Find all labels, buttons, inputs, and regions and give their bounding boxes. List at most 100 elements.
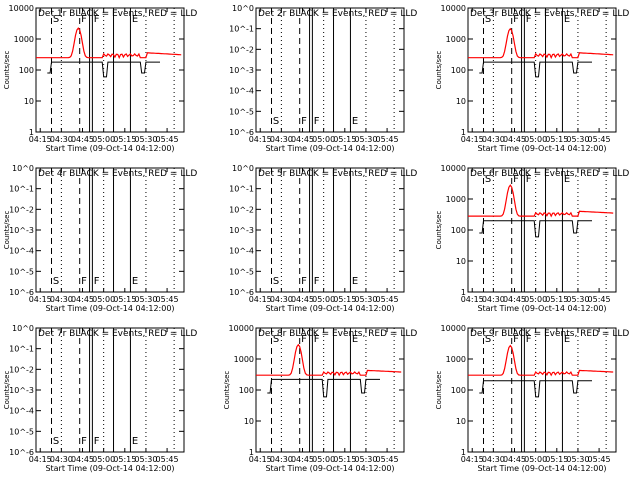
x-axis-label: Start Time (09-Oct-14 04:12:00)	[45, 304, 174, 313]
lld-series-line	[468, 344, 614, 377]
marker-label: E	[132, 14, 138, 25]
x-tick-label: 04:15	[249, 135, 272, 144]
y-tick-label: 10^-1	[229, 25, 254, 34]
panel-title: Det 8r BLACK = Events, RED = LLD	[258, 329, 417, 339]
marker-label: S	[485, 14, 491, 25]
marker-label: F	[513, 334, 519, 345]
x-tick-label: 05:30	[566, 455, 589, 464]
y-tick-label: 10^-6	[229, 128, 254, 137]
panel-title: Det 6r BLACK = Events, RED = LLD	[470, 169, 629, 179]
y-axis-label: Counts/sec	[3, 371, 11, 410]
plot-frame	[467, 167, 617, 293]
y-tick-label: 1000	[234, 355, 254, 364]
x-tick-label: 05:00	[92, 455, 115, 464]
x-tick-label: 04:45	[71, 295, 94, 304]
y-tick-label: 10^-5	[9, 267, 34, 276]
y-tick-label: 100	[451, 226, 466, 235]
x-tick-label: 04:45	[503, 455, 526, 464]
y-tick-label: 10	[244, 417, 254, 426]
x-axis-label: Start Time (09-Oct-14 04:12:00)	[265, 304, 394, 313]
x-tick-label: 05:45	[376, 455, 399, 464]
x-tick-label: 04:30	[270, 295, 293, 304]
x-tick-label: 05:45	[156, 135, 179, 144]
x-tick-label: 04:45	[71, 135, 94, 144]
x-tick-label: 05:00	[92, 135, 115, 144]
y-tick-label: 10^0	[232, 164, 254, 173]
y-tick-label: 10	[456, 257, 466, 266]
y-tick-label: 1000	[14, 35, 34, 44]
x-axis-label: Start Time (09-Oct-14 04:12:00)	[45, 464, 174, 473]
y-axis-label: Counts/sec	[3, 51, 11, 90]
marker-label: F	[81, 276, 87, 287]
marker-label: S	[53, 14, 59, 25]
y-tick-label: 10^-3	[9, 386, 34, 395]
x-tick-label: 04:30	[482, 455, 505, 464]
x-tick-label: 05:15	[113, 135, 136, 144]
y-tick-label: 10^-2	[9, 205, 34, 214]
plot-frame	[35, 167, 185, 293]
x-tick-label: 05:00	[312, 295, 335, 304]
y-tick-label: 10^-5	[229, 267, 254, 276]
y-tick-label: 10000	[441, 4, 466, 13]
panel-title: Det 7r BLACK = Events, RED = LLD	[38, 329, 197, 339]
x-tick-label: 05:15	[113, 295, 136, 304]
y-tick-label: 1	[461, 448, 466, 457]
x-tick-label: 05:30	[354, 295, 377, 304]
marker-label: F	[526, 174, 532, 185]
x-tick-label: 05:00	[524, 135, 547, 144]
y-tick-label: 10^0	[232, 4, 254, 13]
x-tick-label: 05:15	[333, 455, 356, 464]
x-tick-label: 05:30	[354, 135, 377, 144]
x-axis-label: Start Time (09-Oct-14 04:12:00)	[265, 144, 394, 153]
x-tick-label: 04:45	[291, 135, 314, 144]
y-tick-label: 10^-3	[229, 226, 254, 235]
x-tick-label: 04:45	[291, 455, 314, 464]
marker-label: F	[81, 14, 87, 25]
x-tick-label: 04:15	[461, 455, 484, 464]
x-tick-label: 05:00	[524, 455, 547, 464]
y-tick-label: 1000	[446, 35, 466, 44]
x-tick-label: 05:00	[312, 135, 335, 144]
y-tick-label: 10^-5	[9, 427, 34, 436]
y-tick-label: 10^-6	[9, 288, 34, 297]
x-tick-label: 04:30	[270, 455, 293, 464]
x-tick-label: 04:30	[482, 295, 505, 304]
x-tick-label: 05:30	[134, 295, 157, 304]
x-tick-label: 05:15	[113, 455, 136, 464]
x-tick-label: 04:30	[50, 135, 73, 144]
marker-label: F	[513, 14, 519, 25]
plot-frame	[35, 327, 185, 453]
x-tick-label: 04:30	[482, 135, 505, 144]
x-axis-label: Start Time (09-Oct-14 04:12:00)	[265, 464, 394, 473]
y-tick-label: 1	[29, 128, 34, 137]
x-tick-label: 04:15	[249, 455, 272, 464]
y-tick-label: 10^-4	[229, 87, 254, 96]
marker-label: S	[273, 116, 279, 127]
x-tick-label: 05:45	[156, 295, 179, 304]
x-tick-label: 05:15	[545, 295, 568, 304]
x-tick-label: 05:45	[376, 135, 399, 144]
x-axis-label: Start Time (09-Oct-14 04:12:00)	[477, 144, 606, 153]
y-tick-label: 10^-1	[9, 345, 34, 354]
y-axis-label: Counts/sec	[435, 51, 443, 90]
x-tick-label: 05:00	[92, 295, 115, 304]
marker-label: F	[94, 14, 100, 25]
y-tick-label: 10^-6	[229, 288, 254, 297]
plot-frame	[467, 7, 617, 133]
marker-label: F	[301, 334, 307, 345]
marker-label: S	[485, 174, 491, 185]
x-tick-label: 04:15	[29, 295, 52, 304]
marker-label: E	[564, 334, 570, 345]
panel-title: Det 4r BLACK = Events, RED = LLD	[38, 169, 197, 179]
events-series-line	[479, 220, 592, 238]
marker-label: F	[301, 276, 307, 287]
plot-frame	[467, 327, 617, 453]
marker-label: E	[352, 334, 358, 345]
x-tick-label: 05:45	[156, 455, 179, 464]
marker-label: S	[485, 334, 491, 345]
marker-label: E	[132, 436, 138, 447]
y-axis-label: Counts/sec	[435, 371, 443, 410]
marker-label: S	[53, 436, 59, 447]
marker-label: F	[314, 276, 320, 287]
